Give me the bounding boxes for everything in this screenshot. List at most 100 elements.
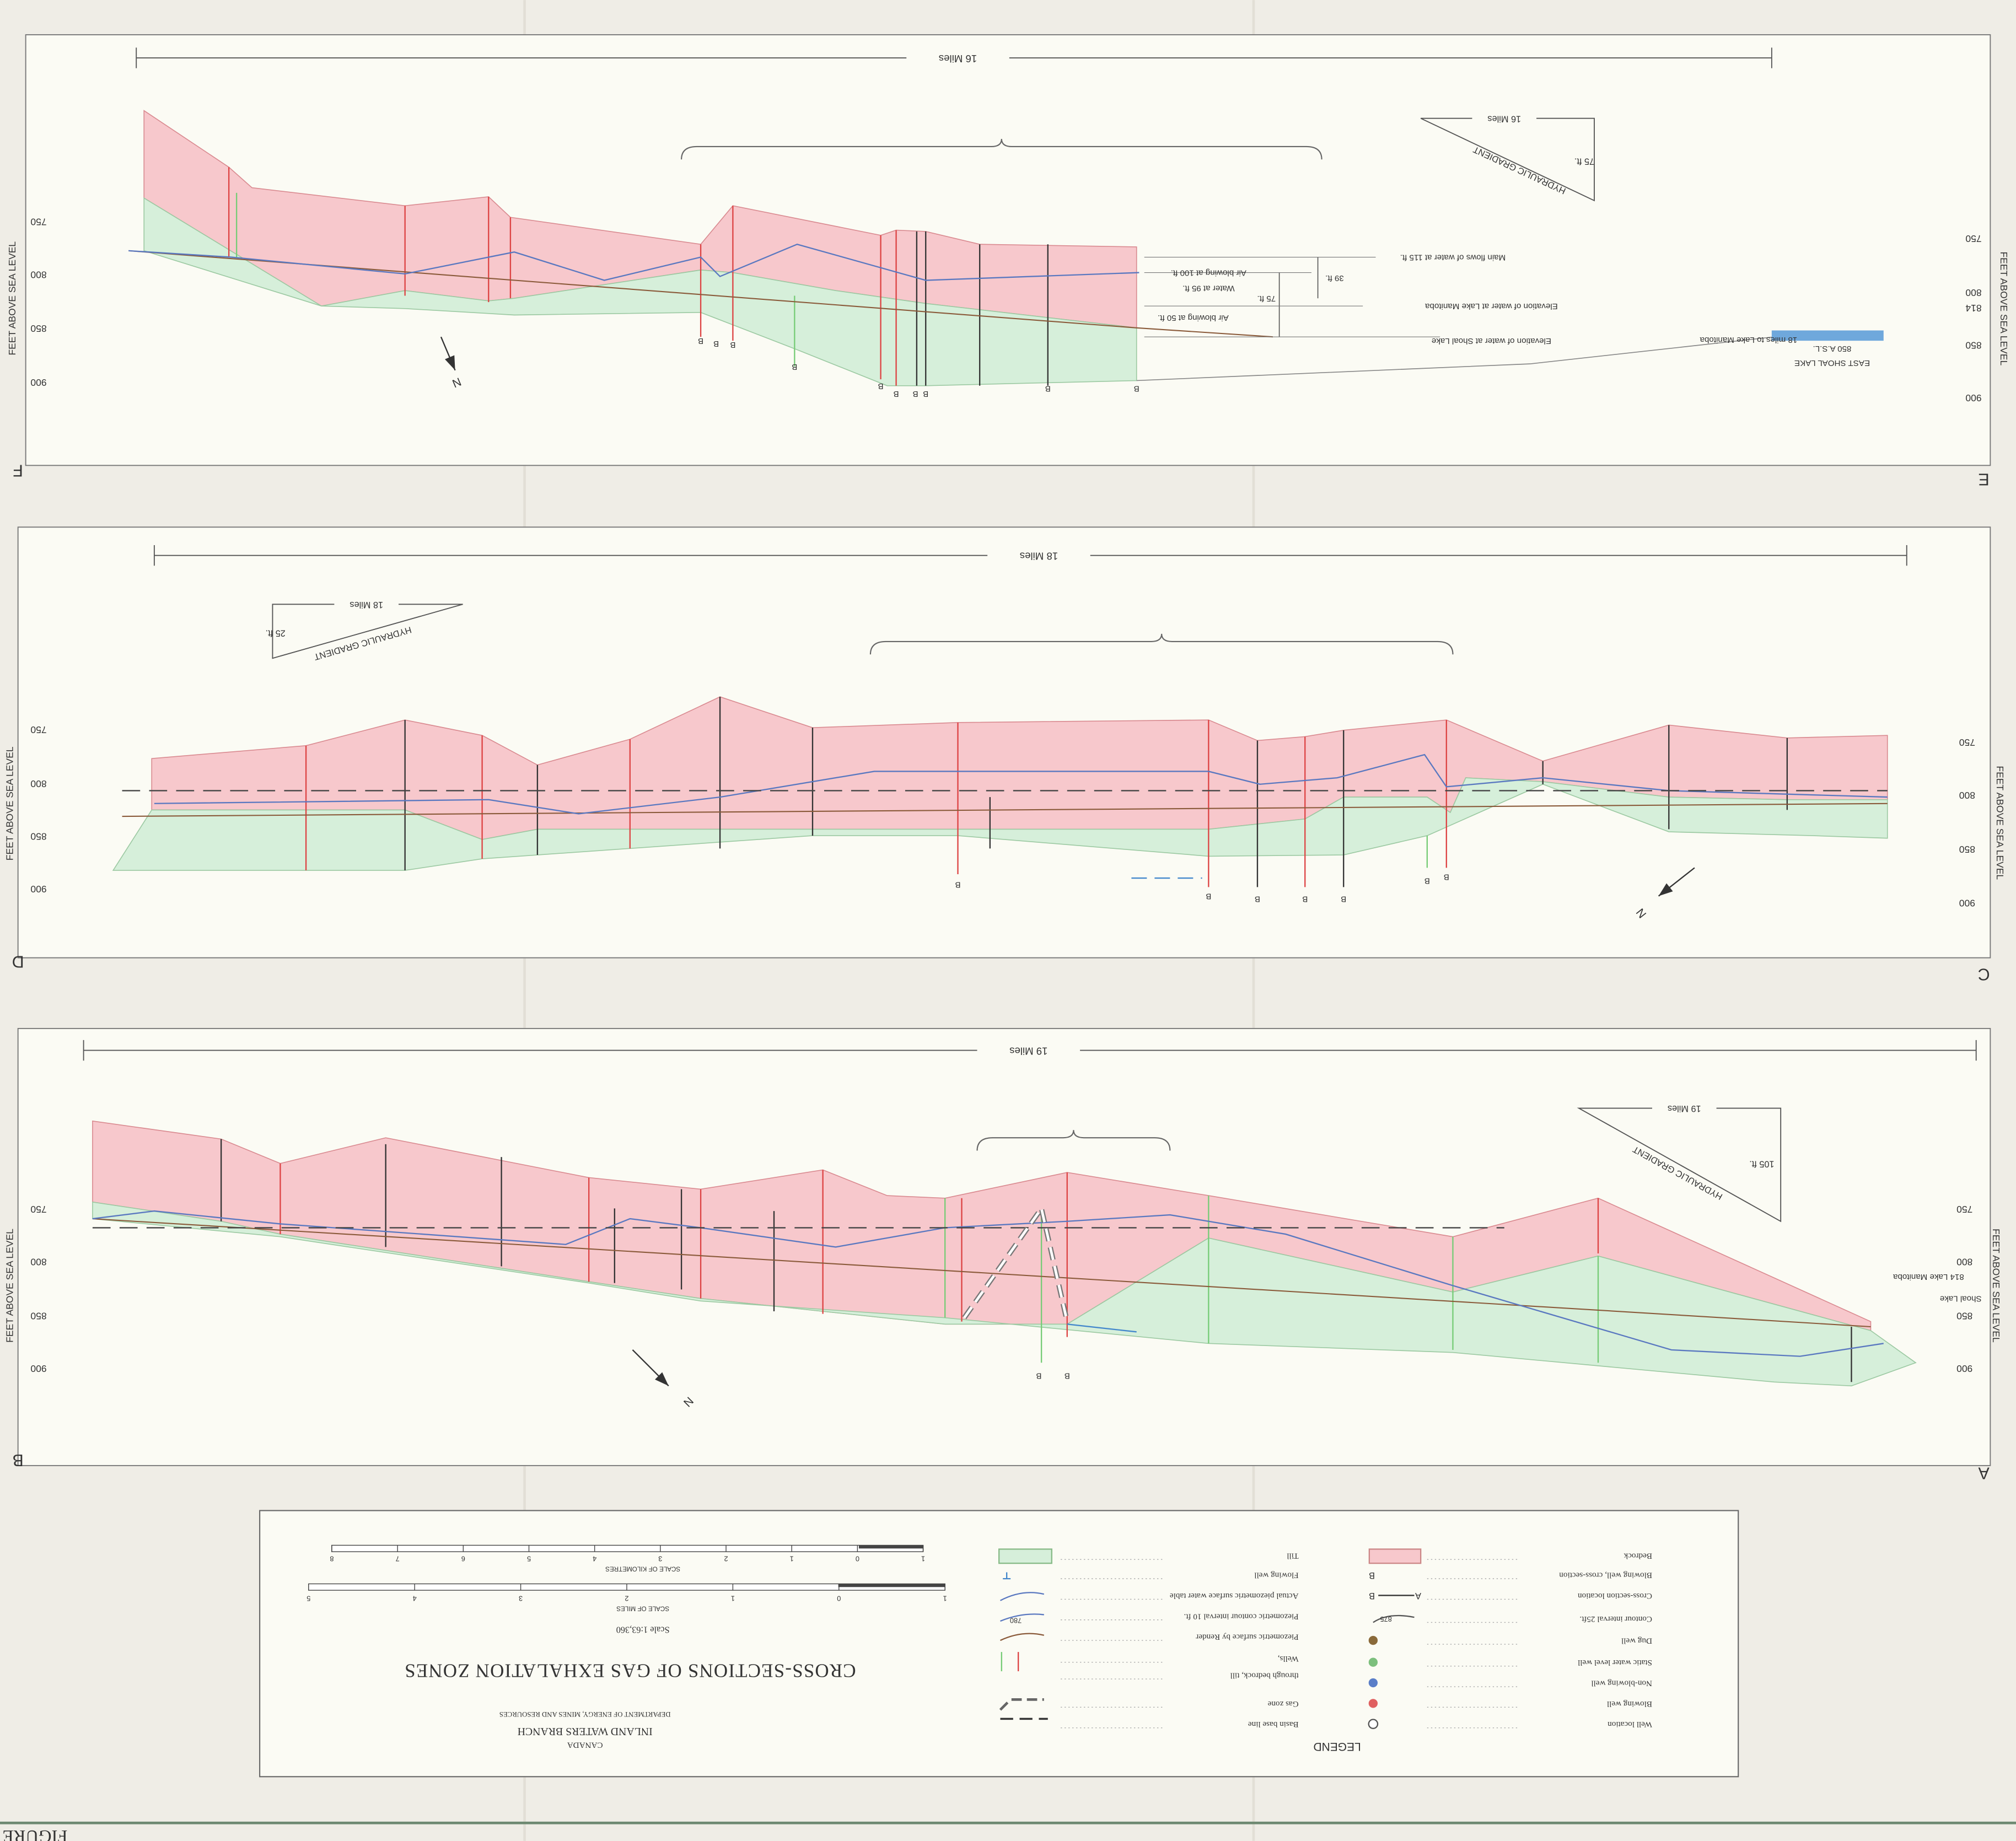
- scale-label: 5: [307, 1595, 310, 1603]
- legend-dot: [1368, 1657, 1378, 1667]
- scale-label: 6: [461, 1554, 465, 1563]
- brace: [681, 138, 1323, 160]
- legend-swatch: [998, 1548, 1052, 1564]
- length-label-bg: [987, 547, 1090, 563]
- legend-label: Basin base line: [1248, 1720, 1299, 1729]
- legend-label: Dug well: [1621, 1637, 1652, 1646]
- note: 18 miles to Lake Manitoba: [1700, 335, 1797, 344]
- scale-label: 3: [519, 1595, 523, 1603]
- water-table: [128, 243, 1139, 281]
- legend-label: Till: [1287, 1552, 1298, 1561]
- well-label: B: [1444, 873, 1449, 882]
- legend-symbol: 780: [1010, 1616, 1022, 1624]
- branch: INLAND WATERS BRANCH: [518, 1725, 653, 1737]
- department: DEPARTMENT OF ENERGY, MINES AND RESOURCE…: [499, 1710, 671, 1718]
- elevation-tick: 800: [1959, 790, 1975, 801]
- legend-label: Piezometric surface by Render: [1196, 1633, 1298, 1642]
- length-label: 18 Miles: [1020, 551, 1058, 562]
- axis-title: FEET ABOVE SEA LEVEL: [1995, 766, 2006, 880]
- scale-title: SCALE OF KILOMETRES: [605, 1565, 680, 1572]
- well-label: B: [1206, 892, 1211, 901]
- well-label: B: [923, 389, 928, 399]
- gas-zone-core: [963, 1205, 1069, 1322]
- well-label: B: [1302, 894, 1308, 903]
- gradient-rise: 25 ft.: [265, 628, 285, 638]
- scale-label: 0: [837, 1595, 841, 1603]
- brace: [976, 1130, 1171, 1151]
- legend-label: Cross-section location: [1578, 1591, 1652, 1601]
- elevation-tick: 900: [1959, 898, 1975, 909]
- legend-dot: [1368, 1678, 1378, 1688]
- scale-label: 7: [396, 1554, 400, 1563]
- well-label: B: [713, 339, 719, 348]
- axis-title: FEET ABOVE SEA LEVEL: [4, 1229, 15, 1343]
- legend-label: Gas zone: [1267, 1699, 1298, 1709]
- elevation-tick: 750: [30, 217, 46, 228]
- well-label: B: [1134, 384, 1139, 393]
- scale-label: 0: [856, 1554, 859, 1563]
- axis-title: FEET ABOVE SEA LEVEL: [1991, 1229, 2002, 1343]
- section-end: B: [13, 1451, 24, 1469]
- piezometric-surface: [92, 1218, 1871, 1328]
- axis-title: FEET ABOVE SEA LEVEL: [7, 241, 18, 356]
- gradient-label-bg: [1472, 112, 1537, 125]
- scale-label: 1: [790, 1554, 794, 1563]
- scale-label: 1: [921, 1554, 925, 1563]
- well-label: B: [1341, 894, 1346, 903]
- legend-label: Wells,: [1278, 1654, 1299, 1664]
- gradient-run: 19 Miles: [1668, 1103, 1701, 1113]
- note: 39 ft.: [1325, 273, 1344, 283]
- till: [143, 197, 1137, 386]
- scale-label: 5: [527, 1554, 531, 1563]
- north-arrow-head: [445, 355, 455, 370]
- legend-label: Flowing well: [1254, 1571, 1298, 1580]
- note: Elevation of water at Lake Manitoba: [1425, 302, 1558, 311]
- legend-line: [1000, 1613, 1044, 1622]
- axis-title: FEET ABOVE SEA LEVEL: [1998, 251, 2009, 365]
- well-label: B: [878, 381, 884, 391]
- till: [92, 1201, 1917, 1387]
- water-table: [154, 753, 1888, 815]
- legend-symbol: B: [1369, 1570, 1375, 1580]
- elevation-tick: 750: [30, 724, 46, 735]
- elevation-tick: 850: [1956, 1310, 1972, 1321]
- brace: [869, 633, 1454, 655]
- elevation-tick: 900: [30, 884, 46, 895]
- note: Air blowing at 50 ft.: [1158, 313, 1229, 322]
- gradient-run: 16 Miles: [1487, 114, 1521, 123]
- well-label: B: [955, 880, 960, 890]
- elevation-tick: 850: [30, 1310, 46, 1321]
- country: CANADA: [567, 1741, 603, 1750]
- well-label: B: [1065, 1371, 1070, 1381]
- gradient-rise: 75 ft.: [1574, 156, 1594, 166]
- note: 814 Lake Manitoba: [1893, 1272, 1964, 1282]
- legend-swatch: [1368, 1548, 1422, 1564]
- well-label: B: [894, 389, 899, 399]
- legend-symbol: B: [1369, 1591, 1375, 1601]
- elevation-tick: 900: [1956, 1363, 1972, 1374]
- legend-label: through bedrock, till: [1230, 1671, 1299, 1681]
- well-label: B: [1036, 1371, 1041, 1381]
- well-label: B: [1424, 876, 1430, 886]
- well-label: B: [698, 336, 703, 346]
- scale-title: SCALE OF MILES: [616, 1605, 669, 1612]
- well-label: B: [913, 389, 918, 399]
- legend-line: [999, 1698, 1044, 1711]
- elevation-tick: 800: [30, 778, 46, 789]
- km-bar-fill: [858, 1545, 923, 1549]
- legend-line: [999, 1592, 1045, 1601]
- scale-label: 3: [658, 1554, 662, 1563]
- scale-label: 2: [625, 1595, 628, 1603]
- axis-title: FEET ABOVE SEA LEVEL: [4, 746, 15, 860]
- legend-label: Static water level well: [1578, 1658, 1652, 1667]
- north-arrow-head: [655, 1372, 669, 1386]
- elevation-tick: 750: [30, 1204, 46, 1215]
- elevation-tick: 850: [30, 831, 46, 842]
- note: 75 ft.: [1257, 294, 1276, 303]
- gradient-label-bg: [1652, 1101, 1717, 1115]
- well-label: B: [792, 362, 797, 372]
- elevation-tick: 800: [30, 269, 46, 280]
- elevation-tick: 850: [1965, 340, 1981, 351]
